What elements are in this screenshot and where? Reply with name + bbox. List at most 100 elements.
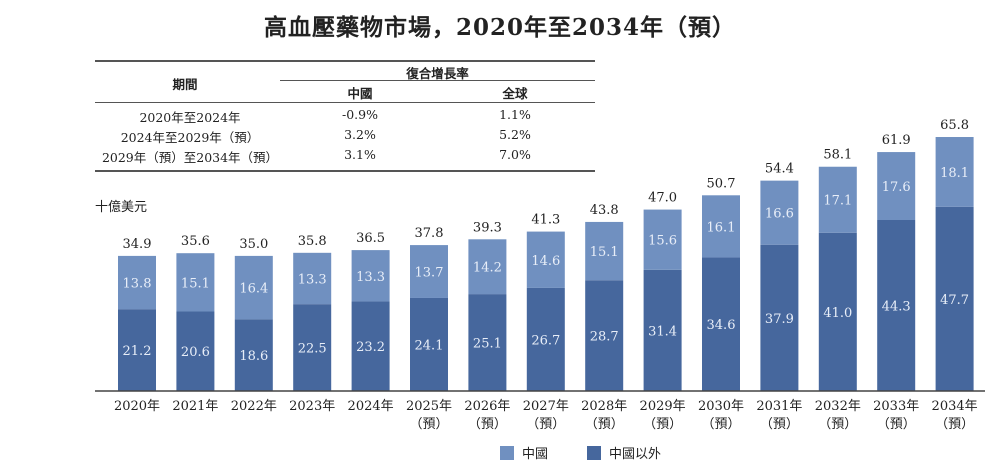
x-tick-label: 2022年 bbox=[231, 399, 277, 414]
bar-segment bbox=[351, 301, 390, 391]
legend-label: 中國以外 bbox=[609, 447, 662, 462]
cagr-rule bbox=[280, 80, 595, 81]
total-label: 65.8 bbox=[940, 118, 969, 133]
legend-label: 中國 bbox=[522, 447, 549, 462]
x-tick-label: 2025年 bbox=[406, 399, 452, 414]
row-global: 5.2% bbox=[499, 127, 531, 142]
row-china: 3.2% bbox=[344, 127, 376, 142]
x-tick-label: 2027年 bbox=[523, 399, 569, 414]
total-label: 54.4 bbox=[765, 162, 794, 177]
bar-segment bbox=[176, 311, 215, 391]
data-label: 34.6 bbox=[707, 318, 736, 333]
bar-segment bbox=[760, 244, 799, 391]
x-tick-forecast-label: （預） bbox=[760, 417, 799, 432]
data-label: 21.2 bbox=[123, 344, 152, 359]
data-label: 14.2 bbox=[473, 261, 502, 276]
total-label: 39.3 bbox=[473, 220, 502, 235]
total-label: 61.9 bbox=[882, 133, 911, 148]
data-label: 41.0 bbox=[823, 306, 852, 321]
data-label: 13.3 bbox=[298, 272, 327, 287]
legend-swatch bbox=[500, 445, 514, 460]
x-tick-label: 2023年 bbox=[289, 399, 335, 414]
data-label: 13.7 bbox=[415, 266, 444, 281]
bar-segment bbox=[877, 152, 916, 221]
data-label: 13.8 bbox=[123, 277, 152, 292]
x-tick-label: 2024年 bbox=[348, 399, 394, 414]
bar-segment bbox=[702, 195, 740, 258]
data-label: 14.6 bbox=[531, 254, 560, 269]
bar-segment bbox=[234, 255, 273, 320]
bar-segment bbox=[410, 297, 448, 391]
total-label: 35.8 bbox=[298, 234, 327, 249]
table-top-rule bbox=[95, 60, 595, 62]
data-label: 15.6 bbox=[648, 234, 677, 249]
x-tick-label: 2030年 bbox=[698, 399, 744, 414]
row-period: 2020年至2024年 bbox=[139, 110, 241, 125]
x-tick-label: 2031年 bbox=[756, 399, 802, 414]
x-tick-forecast-label: （預） bbox=[818, 417, 857, 432]
bar-segment bbox=[118, 255, 156, 310]
bar-segment bbox=[293, 252, 332, 305]
bar-segment bbox=[410, 245, 448, 298]
total-label: 36.5 bbox=[356, 231, 385, 246]
bar-segment bbox=[935, 206, 974, 391]
chart-title: 高血壓藥物市場，2020年至2034年（預） bbox=[263, 14, 737, 41]
data-label: 24.1 bbox=[415, 338, 444, 353]
data-label: 13.3 bbox=[356, 270, 385, 285]
data-label: 17.6 bbox=[882, 180, 911, 195]
x-tick-forecast-label: （預） bbox=[526, 417, 565, 432]
data-label: 23.2 bbox=[356, 340, 385, 355]
data-label: 22.5 bbox=[298, 342, 327, 357]
header-rule bbox=[95, 102, 595, 103]
total-label: 35.6 bbox=[181, 234, 210, 249]
y-axis-unit: 十億美元 bbox=[95, 200, 148, 215]
data-label: 16.6 bbox=[765, 207, 794, 222]
bar-segment bbox=[468, 294, 507, 391]
bar-segment bbox=[468, 239, 507, 295]
x-tick-label: 2028年 bbox=[581, 399, 627, 414]
total-label: 43.8 bbox=[590, 203, 619, 218]
legend-swatch bbox=[587, 445, 601, 460]
row-china: -0.9% bbox=[342, 107, 378, 122]
data-label: 28.7 bbox=[590, 330, 619, 345]
total-label: 37.8 bbox=[415, 226, 444, 241]
total-label: 34.9 bbox=[123, 237, 152, 252]
bar-segment bbox=[935, 137, 974, 207]
x-tick-label: 2020年 bbox=[114, 399, 160, 414]
col-global: 全球 bbox=[502, 86, 528, 101]
col-china: 中國 bbox=[347, 86, 373, 101]
data-label: 16.4 bbox=[239, 282, 268, 297]
data-label: 37.9 bbox=[765, 312, 794, 327]
bar-segment bbox=[526, 287, 565, 391]
x-tick-forecast-label: （預） bbox=[643, 417, 682, 432]
data-label: 15.1 bbox=[181, 276, 210, 291]
bar-segment bbox=[818, 166, 857, 233]
bar-segment bbox=[351, 250, 390, 302]
data-label: 17.1 bbox=[823, 194, 852, 209]
data-label: 26.7 bbox=[531, 333, 560, 348]
x-tick-forecast-label: （預） bbox=[701, 417, 740, 432]
x-tick-forecast-label: （預） bbox=[877, 417, 916, 432]
x-tick-label: 2026年 bbox=[464, 399, 510, 414]
total-label: 41.3 bbox=[531, 213, 560, 228]
bar-segment bbox=[702, 257, 740, 391]
legend-item-outside-china: 中國以外 bbox=[587, 443, 661, 462]
x-tick-label: 2029年 bbox=[640, 399, 686, 414]
row-global: 7.0% bbox=[499, 147, 531, 162]
period-header: 期間 bbox=[172, 77, 198, 92]
bar-segment bbox=[526, 231, 565, 288]
x-tick-label: 2032年 bbox=[815, 399, 861, 414]
x-tick-forecast-label: （預） bbox=[585, 417, 624, 432]
data-label: 15.1 bbox=[590, 245, 619, 260]
bar-segment bbox=[118, 309, 156, 391]
data-label: 20.6 bbox=[181, 345, 210, 360]
bar-segment bbox=[643, 209, 682, 270]
bar-segment bbox=[877, 220, 916, 391]
x-tick-label: 2034年 bbox=[932, 399, 978, 414]
data-label: 18.6 bbox=[239, 349, 268, 364]
bar-segment bbox=[585, 221, 624, 281]
data-label: 44.3 bbox=[882, 300, 911, 315]
bar-segment bbox=[760, 180, 799, 245]
table-bottom-rule bbox=[95, 170, 595, 172]
row-china: 3.1% bbox=[344, 147, 376, 162]
